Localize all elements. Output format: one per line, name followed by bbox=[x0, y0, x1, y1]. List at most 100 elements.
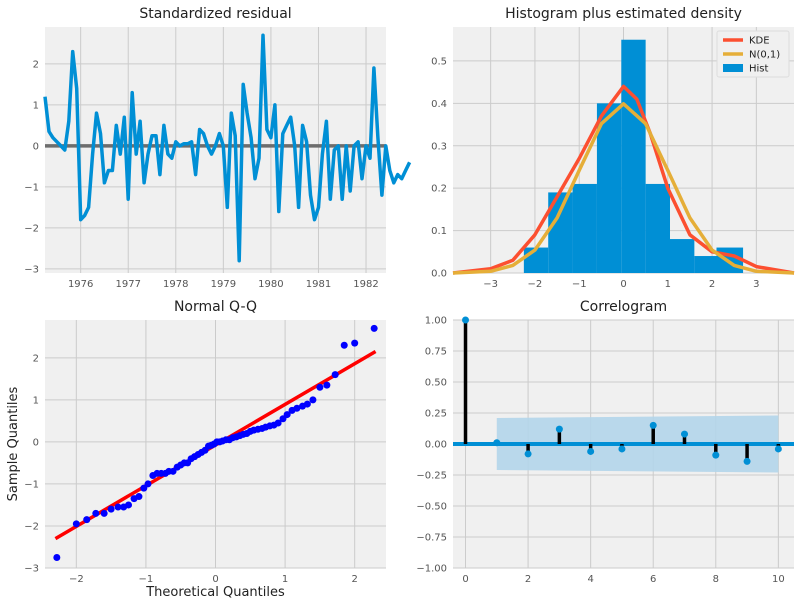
kde-line bbox=[452, 84, 795, 275]
x-tick-label: 10 bbox=[772, 574, 785, 585]
hist-bar bbox=[670, 239, 695, 273]
qq-point bbox=[135, 493, 143, 501]
acf-point bbox=[681, 430, 689, 438]
y-tick-label: −0.25 bbox=[416, 471, 447, 482]
x-tick-label: 2 bbox=[351, 574, 357, 585]
x-tick-label: 1 bbox=[282, 574, 288, 585]
acf-point bbox=[493, 439, 501, 447]
qq-point bbox=[53, 553, 61, 561]
chart-title: Standardized residual bbox=[139, 6, 291, 22]
x-tick-label: 1976 bbox=[68, 279, 93, 290]
y-tick-label: −2 bbox=[24, 223, 39, 234]
acf-point bbox=[712, 451, 720, 459]
hist-bar bbox=[523, 247, 549, 273]
x-tick-label: 1 bbox=[665, 279, 671, 290]
x-tick-label: 6 bbox=[650, 574, 656, 585]
y-tick-label: 1 bbox=[33, 395, 39, 406]
standardized-residual-panel: 1976 1977 1978 1979 1980 1981 1982 −3 −2 −1 0 1 2 Sta… bbox=[24, 6, 412, 290]
qq-point bbox=[303, 400, 311, 408]
x-tick-label: −2 bbox=[69, 574, 84, 585]
qq-point bbox=[72, 520, 80, 528]
qq-point bbox=[309, 396, 317, 404]
qq-point bbox=[107, 505, 115, 513]
y-tick-label: −3 bbox=[24, 564, 39, 575]
legend-label: Hist bbox=[749, 64, 769, 75]
x-tick-label: 1980 bbox=[258, 279, 283, 290]
qq-point bbox=[92, 509, 100, 517]
y-tick-label: −1.00 bbox=[416, 564, 447, 575]
acf-point bbox=[555, 425, 563, 433]
y-tick-label: 0.75 bbox=[425, 347, 447, 358]
y-tick-label: 0.1 bbox=[431, 226, 447, 237]
legend-label: KDE bbox=[749, 36, 770, 47]
y-tick-label: 0.4 bbox=[431, 99, 447, 110]
qq-point bbox=[114, 503, 122, 511]
x-tick-label: 1981 bbox=[306, 279, 331, 290]
y-tick-label: 0 bbox=[33, 141, 39, 152]
acf-point bbox=[618, 445, 626, 453]
hist-bar bbox=[572, 183, 597, 273]
y-tick-label: 1 bbox=[33, 100, 39, 111]
y-tick-label: −3 bbox=[24, 264, 39, 275]
correlogram-panel: 0 2 4 6 8 10 −1.00 −0.75 −0.50 −0.25 0.00 0.25 0.50 0… bbox=[416, 299, 794, 585]
x-tick-label: 1977 bbox=[116, 279, 141, 290]
qq-point bbox=[283, 411, 291, 419]
acf-point bbox=[587, 447, 595, 455]
acf-point bbox=[462, 316, 470, 324]
y-tick-label: 0.2 bbox=[431, 184, 447, 195]
hist-bar bbox=[596, 103, 622, 274]
acf-point bbox=[524, 450, 532, 458]
y-tick-label: 0.25 bbox=[425, 409, 447, 420]
y-tick-label: 0.50 bbox=[425, 378, 447, 389]
qq-point bbox=[293, 404, 301, 412]
y-axis-label: Sample Quantiles bbox=[6, 386, 21, 501]
acf-point bbox=[774, 445, 782, 453]
x-tick-label: 0 bbox=[620, 279, 626, 290]
y-tick-label: −2 bbox=[24, 521, 39, 532]
qq-point bbox=[274, 419, 282, 427]
chart-title: Histogram plus estimated density bbox=[505, 6, 742, 22]
y-tick-label: 2 bbox=[33, 59, 39, 70]
y-tick-label: −1 bbox=[24, 479, 39, 490]
qq-point bbox=[323, 381, 331, 389]
y-tick-label: 0.3 bbox=[431, 141, 447, 152]
x-tick-label: 1978 bbox=[163, 279, 188, 290]
qq-point bbox=[144, 480, 152, 488]
qq-point bbox=[125, 501, 133, 509]
y-tick-label: −0.50 bbox=[416, 502, 447, 513]
x-tick-label: 8 bbox=[713, 574, 719, 585]
qq-point bbox=[331, 371, 339, 379]
x-tick-label: 0 bbox=[462, 574, 468, 585]
acf-point bbox=[649, 421, 657, 429]
y-tick-label: 0.0 bbox=[431, 269, 447, 280]
x-tick-label: −3 bbox=[483, 279, 498, 290]
qq-point bbox=[83, 516, 91, 524]
histogram-density-panel: −3 −2 −1 0 1 2 3 0.0 0.1 0.2 0.3 0.4 0.5 Histogram pl… bbox=[431, 6, 795, 290]
x-tick-label: 1982 bbox=[353, 279, 378, 290]
y-tick-label: 0.5 bbox=[431, 56, 447, 67]
qq-point bbox=[351, 339, 359, 347]
x-tick-label: −1 bbox=[572, 279, 587, 290]
y-tick-label: 1.00 bbox=[425, 316, 447, 327]
chart-title: Correlogram bbox=[580, 299, 667, 315]
qq-point bbox=[316, 383, 324, 391]
qq-point bbox=[100, 509, 108, 517]
normal-qq-panel: −2 −1 0 1 2 −3 −2 −1 0 1 2 Normal Q-Q Theoretical Qu… bbox=[6, 299, 386, 600]
chart-title: Normal Q-Q bbox=[174, 299, 257, 315]
hist-bar bbox=[645, 183, 670, 273]
x-tick-label: −1 bbox=[139, 574, 154, 585]
hist-bar bbox=[621, 39, 646, 273]
qq-point bbox=[340, 341, 348, 349]
x-tick-label: 2 bbox=[525, 574, 531, 585]
x-tick-label: 2 bbox=[709, 279, 715, 290]
x-tick-label: 4 bbox=[587, 574, 593, 585]
x-tick-label: 0 bbox=[212, 574, 218, 585]
y-tick-label: −1 bbox=[24, 182, 39, 193]
x-tick-label: 3 bbox=[753, 279, 759, 290]
legend-swatch bbox=[723, 64, 743, 72]
hist-bar bbox=[694, 256, 717, 273]
y-tick-label: 2 bbox=[33, 353, 39, 364]
y-tick-label: 0 bbox=[33, 437, 39, 448]
y-tick-label: 0.00 bbox=[425, 440, 447, 451]
